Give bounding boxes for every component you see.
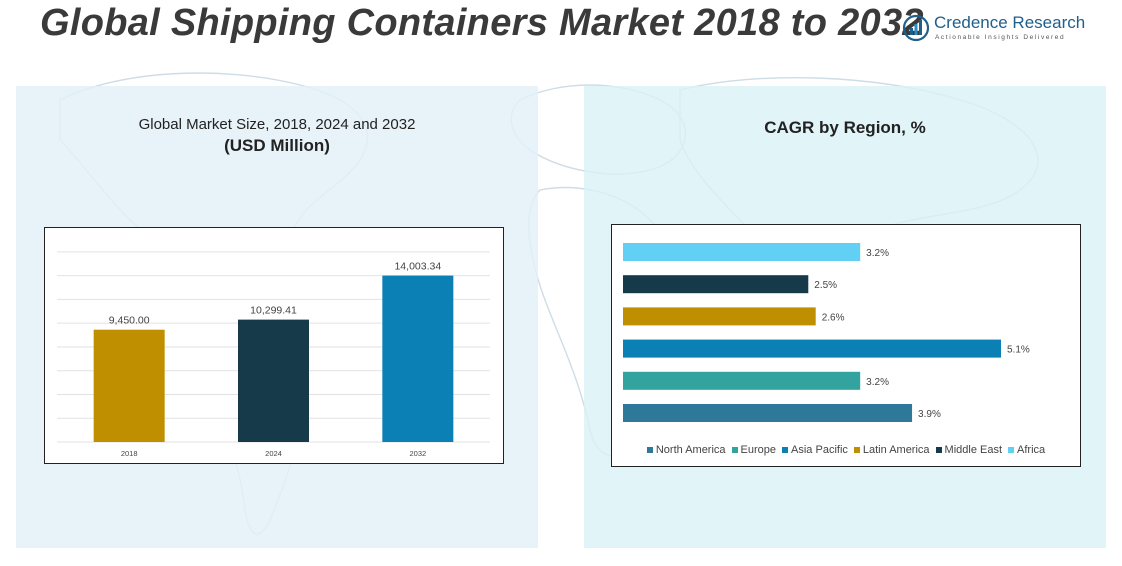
bar-chart-logo-icon	[902, 14, 930, 42]
legend-swatch	[782, 447, 789, 454]
legend-entry: Europe	[731, 444, 777, 456]
tick-label: 2018	[121, 449, 138, 458]
data-label: 2.6%	[822, 312, 845, 323]
data-label: 14,003.34	[394, 261, 441, 273]
legend-label: Middle East	[944, 444, 1003, 456]
legend-label: Latin America	[862, 444, 930, 456]
market-size-title: Global Market Size, 2018, 2024 and 2032	[138, 116, 416, 133]
bar-2032	[382, 275, 454, 442]
cagr-chart-frame: 3.9% 3.2% 5.1% 2.6% 2.5% 3.2% North America Eu…	[611, 224, 1081, 467]
cagr-legend: North America Europe Asia Pacific Latin Ame…	[612, 444, 1080, 456]
legend-label: Africa	[1017, 444, 1046, 456]
bar-africa	[623, 243, 861, 261]
bar-middle-east	[623, 275, 809, 294]
legend-swatch	[853, 447, 860, 454]
cagr-title: CAGR by Region, %	[764, 118, 926, 137]
bar-north-america	[623, 404, 913, 422]
page-title: Global Shipping Containers Market 2018 t…	[40, 2, 924, 44]
bar-latin-america	[623, 307, 816, 326]
cagr-bar-chart: 3.9% 3.2% 5.1% 2.6% 2.5% 3.2%	[623, 243, 1030, 422]
brand-name: Credence Research	[934, 13, 1086, 32]
legend-entry: North America	[646, 444, 726, 456]
market-size-subtitle: (USD Million)	[224, 136, 330, 155]
legend-label: Europe	[740, 444, 777, 456]
legend-entry: Africa	[1008, 444, 1045, 456]
brand-tagline: Actionable Insights Delivered	[935, 34, 1066, 41]
legend-label: Asia Pacific	[791, 444, 848, 456]
legend-entry: Middle East	[935, 444, 1003, 456]
legend-entry: Asia Pacific	[782, 444, 848, 456]
brand-logo: Credence Research Actionable Insights De…	[902, 12, 1092, 48]
market-size-chart-frame: 9,450.00 2018 10,299.41 2024 14,003.34 2032	[44, 227, 504, 464]
bar-2018	[93, 329, 165, 442]
data-label: 3.2%	[866, 248, 889, 259]
bar-asia-pacific	[623, 339, 1001, 358]
data-label: 9,450.00	[109, 315, 150, 327]
market-size-bar-chart: 9,450.00 2018 10,299.41 2024 14,003.34 2032	[57, 251, 490, 458]
data-label: 3.9%	[918, 409, 941, 420]
data-label: 2.5%	[814, 280, 837, 291]
legend-label: North America	[655, 444, 726, 456]
data-label: 10,299.41	[250, 305, 297, 317]
data-label: 5.1%	[1007, 345, 1030, 356]
bar-2024	[238, 319, 309, 442]
legend-swatch	[646, 447, 653, 454]
legend-swatch	[1008, 447, 1015, 454]
tick-label: 2024	[265, 449, 282, 458]
data-label: 3.2%	[866, 377, 889, 388]
legend-swatch	[935, 447, 942, 454]
legend-entry: Latin America	[853, 444, 930, 456]
legend-swatch	[731, 447, 738, 454]
bar-europe	[623, 371, 861, 390]
tick-label: 2032	[409, 449, 426, 458]
